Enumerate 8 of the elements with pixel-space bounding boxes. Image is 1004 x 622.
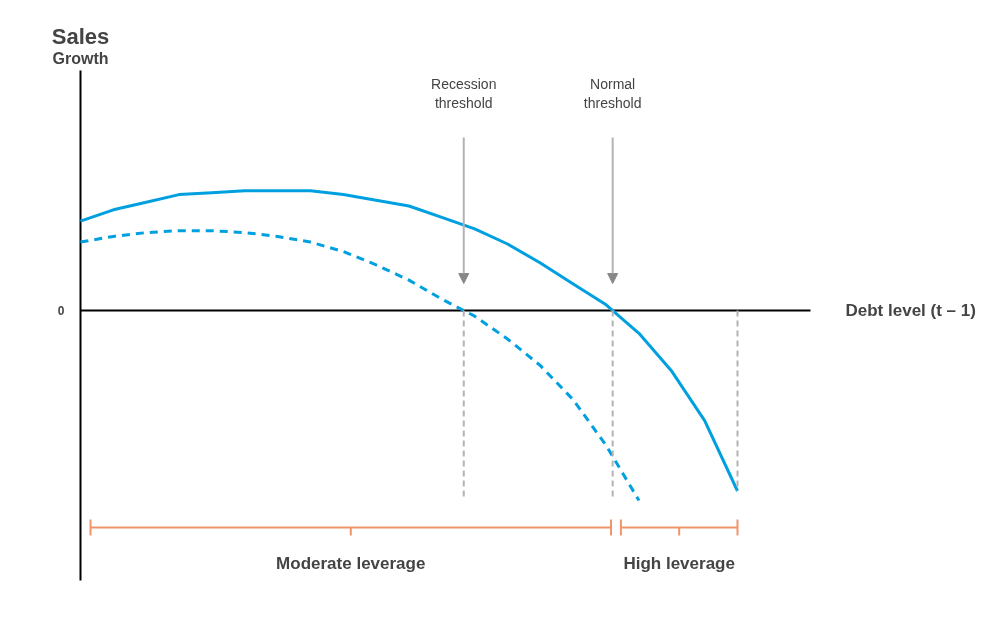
text: Growth: [52, 50, 109, 67]
text: Normal threshold: [583, 75, 642, 112]
text: Debt level (t – 1): [845, 301, 976, 320]
text: Moderate leverage: [276, 554, 426, 573]
chart-title: Sales: [51, 24, 110, 49]
text: Recession threshold: [431, 75, 497, 112]
annotation: 0: [57, 304, 65, 318]
text: High leverage: [623, 554, 735, 573]
